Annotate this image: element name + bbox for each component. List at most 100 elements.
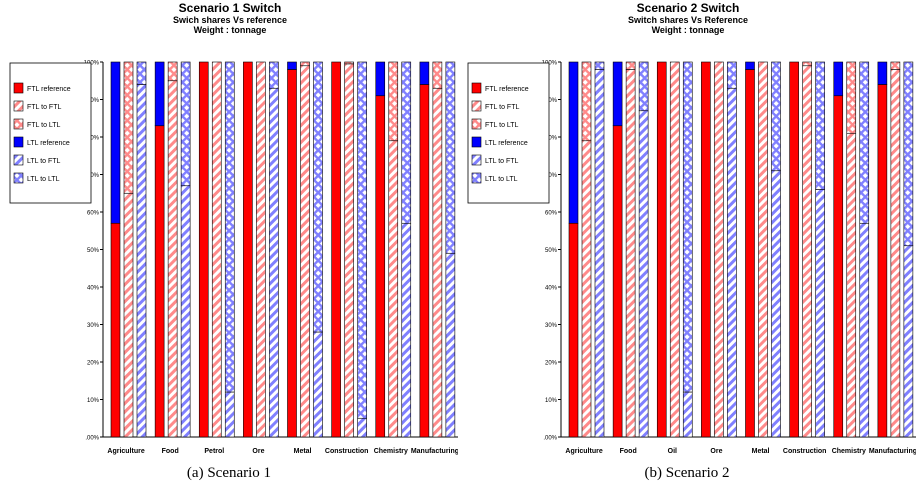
chart-caption: (b) Scenario 2 bbox=[644, 465, 730, 481]
bar-agriculture-ftl-to-ltl bbox=[123, 61, 134, 194]
x-tick-label: Oil bbox=[668, 448, 677, 455]
legend-swatch-ltl-to-ftl bbox=[471, 154, 482, 166]
bar-food-ltl-to-ltl bbox=[180, 61, 191, 187]
y-tick-label: 100% bbox=[542, 61, 558, 67]
bar-manufacturing-ltl-reference bbox=[877, 61, 888, 85]
chart-subtitle-2: Weight : tonnage bbox=[194, 25, 267, 35]
chart-title: Scenario 2 Switch bbox=[637, 1, 740, 15]
x-tick-label: Chemistry bbox=[374, 448, 408, 455]
y-tick-label: .00% bbox=[543, 436, 557, 442]
bar-construction-ftl-to-ftl bbox=[344, 63, 354, 438]
chart-subtitle: Swich shares Vs reference bbox=[173, 15, 287, 25]
bar-chemistry-ltl-to-ltl bbox=[401, 61, 412, 224]
x-tick-label: Metal bbox=[752, 448, 770, 455]
chart-panel-scenario-1: Scenario 1 Switch Swich shares Vs referen… bbox=[9, 1, 458, 481]
bar-metal-ltl-to-ltl bbox=[313, 61, 323, 333]
bar-manufacturing-ftl-reference bbox=[419, 84, 430, 438]
legend-label: LTL reference bbox=[27, 140, 70, 147]
legend-swatch-ltl-to-ltl bbox=[471, 172, 482, 184]
bar-metal-ltl-to-ftl bbox=[313, 331, 323, 438]
y-tick-label: 90% bbox=[545, 98, 558, 104]
bar-construction-ltl-to-ftl bbox=[815, 189, 825, 438]
y-tick-label: 60% bbox=[87, 211, 100, 217]
bar-chemistry-ftl-to-ltl bbox=[846, 61, 857, 134]
legend-label: LTL reference bbox=[485, 140, 528, 147]
chart-title: Scenario 1 Switch bbox=[179, 1, 282, 15]
x-tick-label: Petrol bbox=[204, 448, 224, 455]
bar-manufacturing-ftl-to-ltl bbox=[432, 61, 443, 89]
chart-caption: (a) Scenario 1 bbox=[186, 465, 272, 481]
bar-metal-ltl-reference bbox=[745, 61, 755, 70]
y-tick-label: 10% bbox=[545, 398, 558, 404]
bar-oil-ftl-to-ftl bbox=[669, 61, 680, 438]
bar-construction-ltl-to-ltl bbox=[357, 61, 367, 419]
bar-metal-ftl-to-ltl bbox=[300, 61, 310, 67]
y-tick-label: 60% bbox=[545, 211, 558, 217]
bar-agriculture-ftl-to-ftl bbox=[581, 140, 592, 438]
legend-swatch-ftl-reference bbox=[471, 82, 482, 94]
bar-manufacturing-ltl-to-ftl bbox=[445, 252, 456, 438]
bar-chemistry-ftl-to-ltl bbox=[388, 61, 399, 142]
bar-oil-ltl-to-ltl bbox=[682, 61, 693, 393]
bar-manufacturing-ltl-to-ftl bbox=[903, 245, 914, 438]
bar-agriculture-ltl-to-ftl bbox=[594, 69, 605, 438]
y-tick-label: 70% bbox=[87, 173, 100, 179]
bar-food-ftl-to-ltl bbox=[625, 61, 636, 70]
bar-chemistry-ltl-to-ltl bbox=[859, 61, 870, 224]
y-tick-label: 100% bbox=[84, 61, 100, 67]
x-tick-label: Agriculture bbox=[565, 448, 602, 455]
bar-chemistry-ftl-to-ftl bbox=[388, 140, 399, 438]
legend-label: LTL to LTL bbox=[27, 176, 60, 183]
legend-swatch-ftl-reference bbox=[13, 82, 24, 94]
bar-agriculture-ltl-to-ftl bbox=[136, 84, 147, 438]
y-tick-label: 30% bbox=[87, 323, 100, 329]
y-tick-label: 50% bbox=[545, 248, 558, 254]
x-tick-label: Food bbox=[162, 448, 179, 455]
legend-swatch-ltl-reference bbox=[13, 136, 24, 148]
bar-chemistry-ftl-to-ftl bbox=[846, 132, 857, 438]
bar-metal-ftl-reference bbox=[745, 69, 755, 438]
legend-swatch-ftl-to-ltl bbox=[13, 118, 24, 130]
x-tick-label: Metal bbox=[294, 448, 312, 455]
legend-label: FTL reference bbox=[27, 86, 71, 93]
bar-oil-ftl-reference bbox=[656, 61, 667, 438]
bar-construction-ftl-to-ltl bbox=[802, 61, 812, 67]
bar-chemistry-ftl-reference bbox=[833, 95, 844, 438]
bar-metal-ftl-reference bbox=[287, 69, 297, 438]
bar-agriculture-ftl-to-ltl bbox=[581, 61, 592, 142]
y-tick-label: 70% bbox=[545, 173, 558, 179]
bar-chemistry-ltl-reference bbox=[375, 61, 386, 97]
bar-food-ltl-reference bbox=[612, 61, 623, 127]
y-tick-label: 10% bbox=[87, 398, 100, 404]
bar-agriculture-ltl-reference bbox=[568, 61, 579, 224]
y-tick-label: 80% bbox=[87, 136, 100, 142]
x-tick-label: Construction bbox=[325, 448, 369, 455]
bar-food-ftl-to-ftl bbox=[625, 69, 636, 438]
bar-food-ltl-to-ftl bbox=[180, 185, 191, 438]
bar-manufacturing-ltl-to-ltl bbox=[903, 61, 914, 247]
y-tick-label: 50% bbox=[87, 248, 100, 254]
chart-subtitle-2: Weight : tonnage bbox=[652, 25, 725, 35]
legend-swatch-ltl-to-ftl bbox=[13, 154, 24, 166]
bar-agriculture-ftl-reference bbox=[110, 222, 121, 438]
bar-chemistry-ftl-reference bbox=[375, 95, 386, 438]
bar-oil-ltl-to-ftl bbox=[682, 391, 693, 438]
y-tick-label: 90% bbox=[87, 98, 100, 104]
legend-box bbox=[9, 62, 92, 204]
y-tick-label: 20% bbox=[545, 361, 558, 367]
bar-metal-ftl-to-ftl bbox=[300, 65, 310, 438]
bar-food-ftl-reference bbox=[612, 125, 623, 438]
legend-label: FTL to LTL bbox=[27, 122, 61, 129]
bar-agriculture-ltl-to-ltl bbox=[136, 61, 147, 85]
chart-panel-scenario-2: Scenario 2 Switch Switch shares Vs Refere… bbox=[458, 0, 916, 495]
legend-swatch-ltl-reference bbox=[471, 136, 482, 148]
bar-food-ltl-to-ftl bbox=[638, 110, 649, 438]
bar-manufacturing-ftl-to-ftl bbox=[890, 69, 901, 438]
bar-food-ftl-to-ftl bbox=[167, 80, 178, 438]
x-tick-label: Manufacturing bbox=[869, 448, 916, 455]
legend-label: FTL to FTL bbox=[485, 104, 519, 111]
bar-construction-ltl-to-ltl bbox=[815, 61, 825, 190]
bar-agriculture-ftl-to-ftl bbox=[123, 192, 134, 438]
